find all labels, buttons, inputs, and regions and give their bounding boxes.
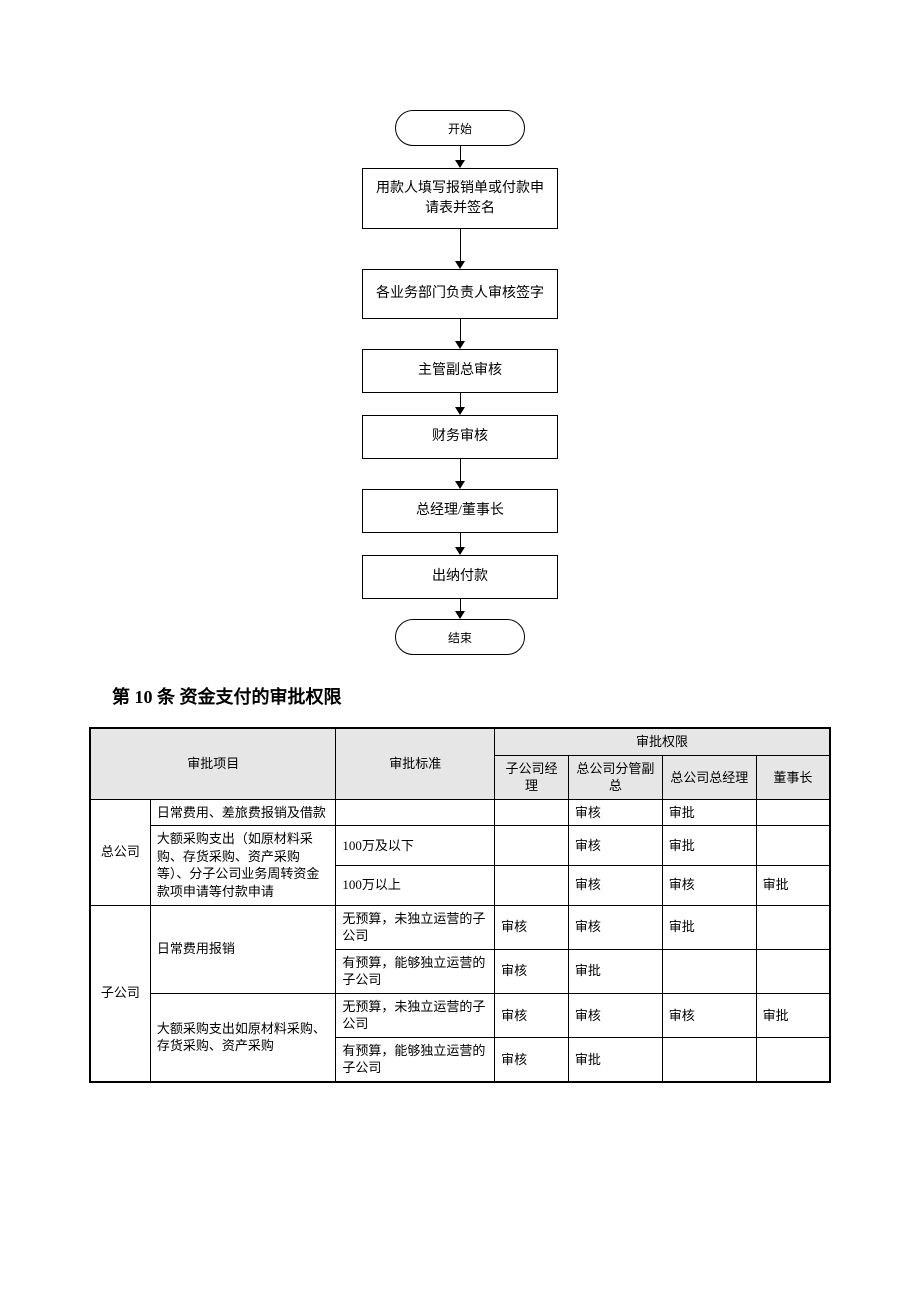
cell-value: 审批 [756, 865, 830, 905]
flow-arrow [455, 319, 465, 349]
th-subcol: 总公司总经理 [662, 755, 756, 799]
table-row: 总公司日常费用、差旅费报销及借款审核审批 [90, 799, 830, 826]
approval-authority-table: 审批项目审批标准审批权限子公司经理总公司分管副总总公司总经理董事长总公司日常费用… [89, 727, 831, 1083]
cell-value: 审批 [568, 949, 662, 993]
approval-flowchart: 开始用款人填写报销单或付款申请表并签名各业务部门负责人审核签字主管副总审核财务审… [0, 110, 920, 655]
cell-standard [336, 799, 495, 826]
cell-item: 大额采购支出（如原材料采购、存货采购、资产采购等）、分子公司业务周转资金款项申请… [150, 826, 336, 905]
cell-standard: 无预算，未独立运营的子公司 [336, 905, 495, 949]
flow-step-n3: 主管副总审核 [362, 349, 558, 393]
cell-value: 审核 [495, 993, 569, 1037]
cell-value: 审核 [495, 949, 569, 993]
cell-category: 子公司 [90, 905, 150, 1082]
flow-arrow [455, 599, 465, 619]
cell-standard: 100万以上 [336, 865, 495, 905]
cell-value: 审核 [495, 1037, 569, 1082]
cell-value [662, 1037, 756, 1082]
cell-value [495, 826, 569, 866]
cell-standard: 100万及以下 [336, 826, 495, 866]
flow-step-n6: 出纳付款 [362, 555, 558, 599]
cell-value [495, 799, 569, 826]
cell-standard: 无预算，未独立运营的子公司 [336, 993, 495, 1037]
flow-arrow [455, 146, 465, 168]
cell-value [756, 826, 830, 866]
cell-standard: 有预算，能够独立运营的子公司 [336, 1037, 495, 1082]
cell-value: 审核 [662, 865, 756, 905]
flow-arrow [455, 533, 465, 555]
th-subcol: 总公司分管副总 [568, 755, 662, 799]
cell-value: 审核 [495, 905, 569, 949]
cell-value [756, 905, 830, 949]
cell-value: 审核 [568, 865, 662, 905]
cell-value [756, 1037, 830, 1082]
flow-step-n2: 各业务部门负责人审核签字 [362, 269, 558, 319]
cell-value: 审核 [662, 993, 756, 1037]
section-title: 第 10 条 资金支付的审批权限 [112, 683, 920, 709]
table-row: 大额采购支出（如原材料采购、存货采购、资产采购等）、分子公司业务周转资金款项申请… [90, 826, 830, 866]
cell-value [495, 865, 569, 905]
cell-item: 日常费用报销 [150, 905, 336, 993]
cell-item: 大额采购支出如原材料采购、存货采购、资产采购 [150, 993, 336, 1082]
flow-start: 开始 [395, 110, 525, 146]
cell-value: 审批 [662, 799, 756, 826]
cell-value: 审批 [756, 993, 830, 1037]
cell-value: 审批 [662, 826, 756, 866]
cell-value: 审核 [568, 799, 662, 826]
cell-value: 审核 [568, 993, 662, 1037]
flow-step-n4: 财务审核 [362, 415, 558, 459]
th-subcol: 子公司经理 [495, 755, 569, 799]
cell-value [662, 949, 756, 993]
flow-arrow [455, 393, 465, 415]
table-row: 子公司日常费用报销无预算，未独立运营的子公司审核审核审批 [90, 905, 830, 949]
cell-standard: 有预算，能够独立运营的子公司 [336, 949, 495, 993]
cell-value: 审核 [568, 905, 662, 949]
flow-step-n1: 用款人填写报销单或付款申请表并签名 [362, 168, 558, 229]
cell-category: 总公司 [90, 799, 150, 905]
th-authority: 审批权限 [495, 728, 830, 755]
th-standard: 审批标准 [336, 728, 495, 799]
th-project: 审批项目 [90, 728, 336, 799]
cell-value: 审批 [568, 1037, 662, 1082]
th-subcol: 董事长 [756, 755, 830, 799]
flow-end: 结束 [395, 619, 525, 655]
cell-value [756, 799, 830, 826]
cell-item: 日常费用、差旅费报销及借款 [150, 799, 336, 826]
cell-value: 审核 [568, 826, 662, 866]
flow-arrow [455, 229, 465, 269]
table-row: 大额采购支出如原材料采购、存货采购、资产采购无预算，未独立运营的子公司审核审核审… [90, 993, 830, 1037]
flow-step-n5: 总经理/董事长 [362, 489, 558, 533]
cell-value [756, 949, 830, 993]
cell-value: 审批 [662, 905, 756, 949]
flow-arrow [455, 459, 465, 489]
